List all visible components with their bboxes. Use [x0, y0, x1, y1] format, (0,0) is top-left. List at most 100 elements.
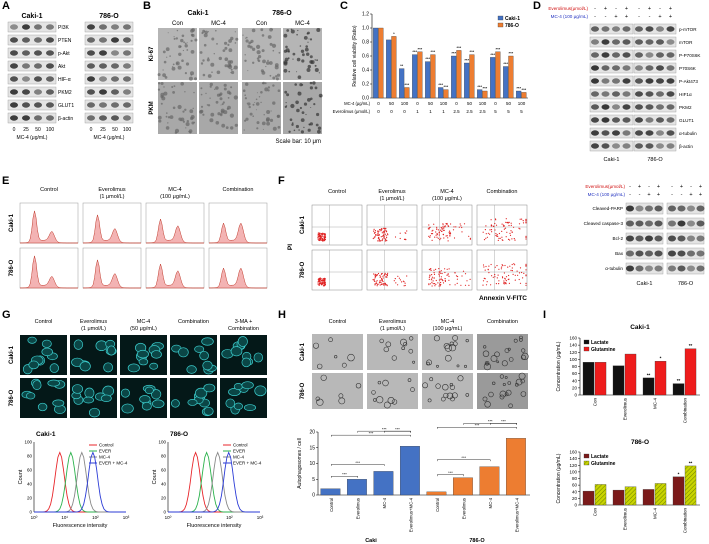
event-dot: [486, 281, 488, 283]
significance: ***: [418, 46, 423, 51]
band: [10, 63, 18, 69]
cell: [233, 382, 243, 391]
protein-label: p-mTOR: [679, 27, 697, 32]
band: [635, 235, 644, 242]
cell: [241, 357, 252, 368]
cell: [136, 349, 149, 359]
event-dot: [319, 282, 321, 285]
legend-label: MC-4: [233, 455, 244, 460]
protein-label: p-Akt: [58, 51, 70, 57]
event-dot: [494, 274, 496, 276]
event-dot: [377, 237, 379, 239]
speckle: [318, 72, 320, 74]
speckle: [272, 49, 275, 52]
cell: [100, 394, 112, 402]
event-dot: [514, 274, 516, 276]
bar: [456, 50, 462, 99]
x-tick-label: 50: [389, 101, 395, 106]
vesicle: [499, 374, 505, 379]
band: [626, 265, 634, 272]
event-dot: [397, 275, 399, 277]
speckle: [303, 36, 308, 40]
speckle: [165, 126, 170, 130]
x-tick-label: 10³: [123, 515, 130, 520]
event-dot: [442, 224, 444, 226]
event-dot: [438, 271, 440, 273]
event-dot: [399, 232, 401, 234]
speckle: [180, 82, 184, 86]
x-tick-label: 10¹: [195, 515, 202, 520]
cell: [178, 347, 189, 358]
event-dot: [462, 270, 465, 272]
band: [626, 220, 634, 227]
treatment-sign: +: [647, 192, 650, 198]
speckle: [223, 83, 227, 87]
speckle: [166, 112, 168, 114]
event-dot: [322, 285, 324, 287]
speckle: [205, 92, 207, 95]
speckle: [242, 89, 246, 92]
event-dot: [381, 232, 383, 234]
event-dot: [446, 235, 448, 237]
event-dot: [394, 278, 396, 280]
event-dot: [446, 223, 448, 226]
band: [111, 115, 119, 121]
band: [601, 39, 610, 45]
speckle: [158, 119, 162, 123]
speckle: [245, 82, 249, 86]
speckle: [173, 85, 176, 87]
speckle: [317, 126, 322, 130]
vesicle: [496, 360, 500, 364]
event-dot: [386, 274, 388, 277]
speckle: [167, 122, 169, 124]
vesicle: [451, 392, 458, 399]
speckle: [295, 124, 299, 129]
event-dot: [429, 275, 431, 277]
speckle: [200, 109, 204, 114]
bar: [452, 477, 473, 496]
event-dot: [430, 233, 433, 235]
cell: [32, 380, 42, 391]
speckle: [185, 122, 190, 127]
cell-line: 786-O: [678, 281, 694, 287]
vesicle: [427, 398, 432, 403]
bar: [399, 68, 405, 99]
panel-letter: I: [543, 309, 546, 321]
band: [46, 63, 54, 69]
significance-bracket: [437, 459, 491, 462]
y-tick-label: 1.0: [362, 26, 369, 32]
significance: **: [677, 378, 681, 383]
blot: [589, 75, 634, 87]
speckle: [315, 123, 319, 127]
speckle: [229, 113, 234, 118]
event-dot: [508, 282, 510, 284]
event-dot: [444, 278, 446, 280]
x-tick-label: 10²: [92, 515, 99, 520]
cell: [187, 399, 198, 406]
vesicle: [484, 401, 491, 408]
event-dot: [376, 274, 379, 276]
event-dot: [513, 226, 515, 228]
band: [99, 76, 107, 82]
event-dot: [433, 283, 436, 285]
band: [666, 78, 675, 84]
band: [635, 78, 643, 84]
cell: [138, 358, 149, 366]
speckle: [270, 110, 272, 112]
vesicle: [457, 375, 464, 382]
band: [601, 65, 610, 71]
vesicle: [504, 392, 509, 397]
event-dot: [504, 264, 506, 267]
band: [34, 37, 42, 43]
treatment-sign: -: [629, 192, 631, 198]
speckle: [277, 125, 281, 129]
event-dot: [440, 272, 442, 274]
event-dot: [437, 229, 439, 231]
band: [601, 104, 610, 110]
cell-line: Caki-1: [637, 281, 653, 287]
band: [22, 37, 30, 43]
x-tick-label: MC-4: [653, 398, 658, 409]
event-dot: [525, 222, 527, 224]
event-dot: [399, 237, 401, 240]
treatment-sign: -: [638, 14, 640, 20]
